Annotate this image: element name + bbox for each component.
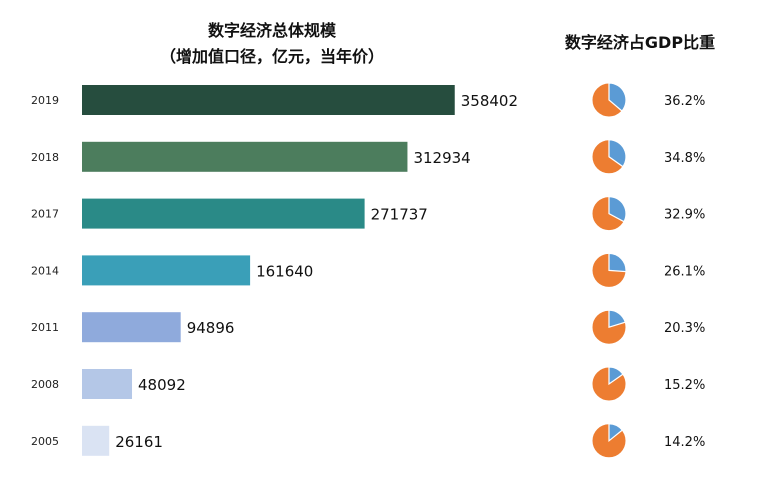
bar-value-label: 26161 (115, 433, 163, 451)
year-label: 2014 (31, 264, 59, 277)
pie-chart-title: 数字经济占GDP比重 (565, 33, 715, 52)
year-label: 2011 (31, 321, 59, 334)
pie-share-slice (608, 82, 627, 112)
bar-value-label: 312934 (413, 149, 470, 167)
pie-share-slice (608, 423, 624, 443)
bar-chart-title: 数字经济总体规模 (208, 21, 337, 40)
pie-percent-label: 32.9% (664, 208, 705, 223)
bar-value-label: 48092 (138, 376, 186, 394)
pie-share-slice (608, 252, 627, 273)
pie-share-slice (608, 309, 627, 329)
pie-percent-label: 34.8% (664, 151, 705, 166)
bar-value-label: 94896 (187, 319, 235, 337)
year-label: 2005 (31, 435, 59, 448)
pie-share-slice (608, 366, 624, 386)
pie-share-slice (608, 195, 627, 223)
pie-percent-label: 20.3% (664, 321, 705, 336)
pie-percent-label: 36.2% (664, 94, 705, 109)
bar-value-label: 271737 (371, 206, 428, 224)
bar (82, 255, 251, 286)
year-label: 2018 (31, 151, 59, 164)
pie-percent-label: 15.2% (664, 378, 705, 393)
bar-value-label: 358402 (461, 92, 518, 110)
pie-share-slice (608, 139, 627, 168)
bar-series: 2019 358402 2018 312934 2017 271737 2014 161640… (31, 85, 518, 456)
year-label: 2017 (31, 208, 59, 221)
bar (82, 141, 408, 172)
year-label: 2019 (31, 94, 59, 107)
bar (82, 85, 455, 115)
pie-series: 36.2% 34.8% 32.9% 26.1% 20.3% 15.2% 14.2% (591, 82, 705, 459)
bar (82, 425, 110, 456)
pie-percent-label: 14.2% (664, 435, 705, 450)
bar (82, 369, 133, 399)
bar-value-label: 161640 (256, 262, 313, 280)
bar (82, 198, 365, 229)
year-label: 2008 (31, 378, 59, 391)
bar-chart-subtitle: （增加值口径，亿元，当年价） (160, 47, 384, 66)
pie-percent-label: 26.1% (664, 264, 705, 279)
bar (82, 312, 181, 343)
